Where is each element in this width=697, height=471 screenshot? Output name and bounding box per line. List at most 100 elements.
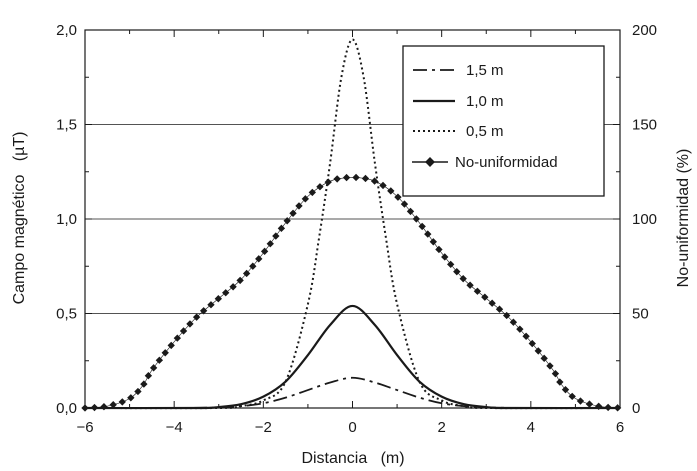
no-uniformidad-point [272,232,280,240]
no-uniformidad-point [522,332,530,340]
no-uniformidad-point [551,369,560,378]
no-uniformidad-point [546,362,554,370]
x-tick-label: −2 [255,419,272,436]
no-uniformidad-point [540,354,548,363]
no-uniformidad-point [173,334,182,342]
legend-box [402,45,605,197]
no-uniformidad-point [595,402,603,410]
y-right-tick-labels: 0 50 100 150 200 [632,22,657,417]
no-uniformidad-point [370,177,379,185]
no-uniformidad-point [576,397,585,405]
y-left-tick-label: 1,0 [56,211,77,228]
legend-label-1-5-m: 1,5 m [466,62,504,79]
x-tick-label: 4 [527,419,535,436]
x-tick-label: 2 [437,419,445,436]
no-uniformidad-point [283,217,291,225]
y-left-tick-label: 0,5 [56,306,77,323]
no-uniformidad-point [134,387,142,396]
no-uniformidad-point [222,289,230,297]
no-uniformidad-point [167,341,175,350]
x-tick-label: −6 [76,419,93,436]
no-uniformidad-point [161,349,169,357]
no-uniformidad-point [473,287,482,295]
no-uniformidad-point [260,247,269,256]
no-uniformidad-point [352,173,360,182]
y-left-tick-label: 0,0 [56,400,77,417]
y-right-tick-label: 150 [632,117,657,134]
no-uniformidad-point [342,173,351,182]
no-uniformidad-point [379,181,387,190]
no-uniformidad-point [429,238,437,246]
no-uniformidad-point [155,356,164,364]
no-uniformidad-point [528,339,536,348]
y-left-tick-labels: 0,0 0,5 1,0 1,5 2,0 [56,22,77,417]
x-tick-label: 0 [348,419,356,436]
no-uniformidad-point [481,293,489,301]
no-uniformidad-point [516,325,524,333]
no-uniformidad-point [568,392,576,401]
no-uniformidad-point [412,215,421,223]
legend-label-no-uniformidad: No-uniformidad [455,154,558,171]
no-uniformidad-point [435,245,443,254]
series-line-0-5-m [84,38,621,410]
no-uniformidad-point [289,209,297,217]
no-uniformidad-point [192,313,201,321]
no-uniformidad-point [186,320,194,328]
no-uniformidad-point [144,372,153,380]
no-uniformidad-point [466,281,474,289]
no-uniformidad-point [561,385,570,394]
no-uniformidad-point [406,207,415,216]
series-line-1-0-m [84,304,621,410]
legend-label-0-5-m: 0,5 m [466,123,504,140]
x-tick-labels: −6 −4 −2 0 2 4 6 [76,419,624,436]
series-line-1-5-m [84,376,621,409]
no-uniformidad-point [447,260,455,269]
no-uniformidad-point [214,295,223,303]
no-uniformidad-point [236,276,244,285]
x-tick-label: 6 [616,419,624,436]
no-uniformidad-point [459,275,467,283]
no-uniformidad-point [534,347,542,355]
no-uniformidad-point [453,267,461,276]
y-right-tick-label: 100 [632,211,657,228]
no-uniformidad-point [613,404,622,412]
no-uniformidad-point [604,403,612,412]
no-uniformidad-point [149,364,158,372]
no-uniformidad-point [301,195,310,203]
no-uniformidad-point [316,183,324,191]
no-uniformidad-point [488,299,496,307]
y-right-tick-label: 0 [632,400,640,417]
legend-label-1-0-m: 1,0 m [466,93,504,110]
no-uniformidad-point [333,175,341,183]
no-uniformidad-point [266,240,274,248]
no-uniformidad-point [502,311,511,320]
no-uniformidad-point [90,403,99,412]
no-uniformidad-point [255,255,263,263]
y-right-axis-title: No-uniformidad (%) [675,149,692,288]
no-uniformidad-point [361,174,370,183]
no-uniformidad-point [308,188,317,197]
no-uniformidad-point [424,230,432,238]
no-uniformidad-point [179,327,188,335]
no-uniformidad-point [441,253,449,261]
no-uniformidad-point [277,224,286,233]
no-uniformidad-point [127,394,135,402]
no-uniformidad-point [207,301,215,309]
no-uniformidad-point [387,187,395,195]
x-axis-title: Distancia (m) [301,450,404,467]
no-uniformidad-point [81,404,89,412]
y-right-tick-label: 50 [632,306,649,323]
no-uniformidad-point [400,200,409,208]
no-uniformidad-point [585,400,594,408]
no-uniformidad-point [418,222,426,231]
no-uniformidad-point [556,378,564,386]
no-uniformidad-point [249,262,257,270]
no-uniformidad-point [324,178,332,186]
series-line-no-uniformidad [84,177,621,409]
no-uniformidad-point [495,305,504,313]
no-uniformidad-point [140,380,148,388]
no-uniformidad-point [118,398,126,406]
y-right-tick-label: 200 [632,22,657,39]
x-tick-label: −4 [166,419,183,436]
